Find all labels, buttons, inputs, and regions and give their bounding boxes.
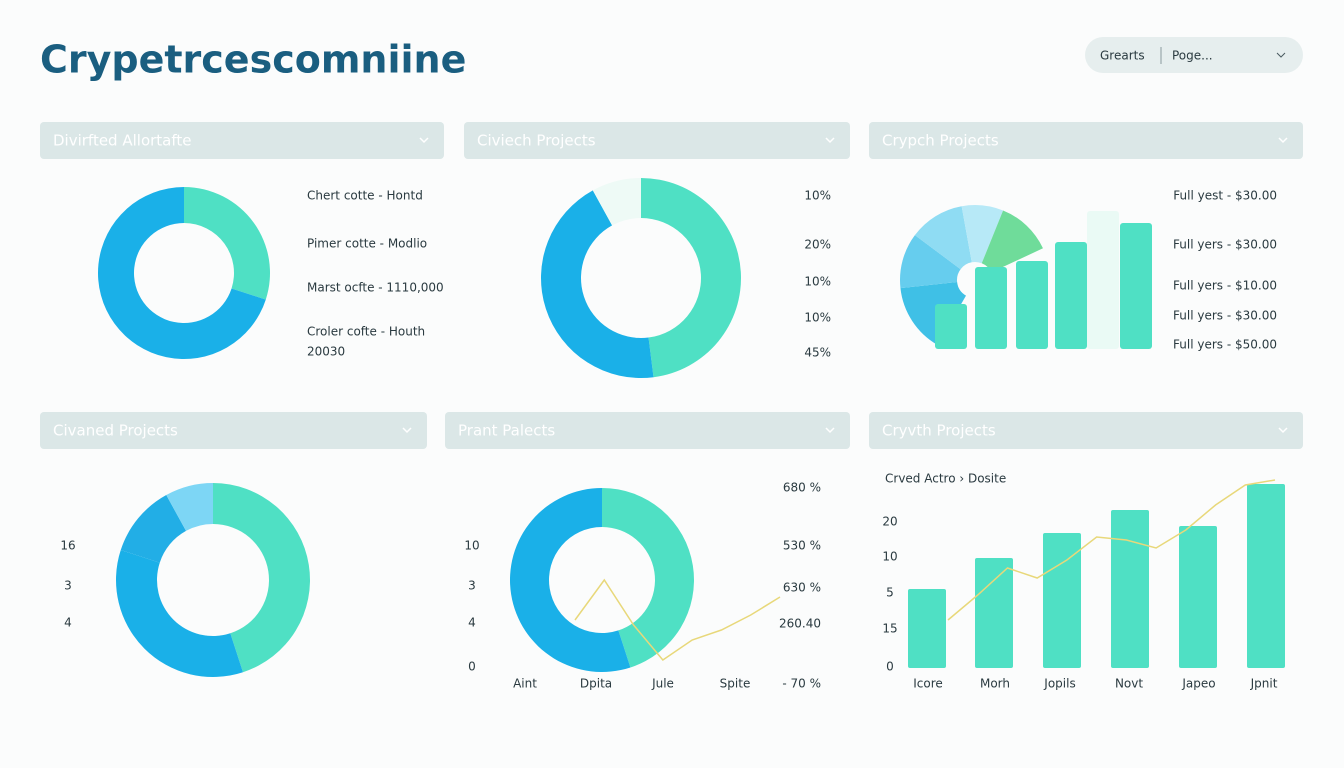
dropdown-chevron	[1276, 52, 1286, 58]
donut-segment	[900, 281, 966, 345]
panel-chevron[interactable]	[825, 427, 835, 434]
label: Dpita	[580, 677, 612, 691]
donut-segment	[541, 190, 654, 378]
label: 4	[64, 616, 72, 630]
panel-title: Civaned Projects	[53, 422, 178, 440]
bar	[1179, 526, 1217, 668]
label: Jpnit	[1250, 677, 1278, 691]
panel-header	[869, 412, 1303, 449]
donut-segment	[900, 235, 961, 289]
label: Pimer cotte - Modlio	[307, 237, 427, 251]
label: 10%	[804, 311, 831, 325]
label: 15	[882, 622, 897, 636]
panel-header	[40, 412, 427, 449]
panel-header	[40, 122, 444, 159]
label: Spite	[720, 677, 751, 691]
label: Icore	[913, 677, 943, 691]
label: Jopils	[1043, 677, 1075, 691]
label: Novt	[1115, 677, 1143, 691]
bar	[1016, 261, 1048, 349]
donut-segment	[602, 488, 694, 668]
label: Japeo	[1181, 677, 1215, 691]
bar	[1055, 242, 1087, 349]
label: 4	[468, 616, 476, 630]
dropdown-left[interactable]: Grearts	[1100, 49, 1145, 63]
panel-title: Cryvth Projects	[882, 422, 996, 440]
label: 20%	[804, 238, 831, 252]
panel-header	[869, 122, 1303, 159]
donut-segment	[120, 494, 187, 563]
donut-segment	[184, 187, 270, 300]
label: 630 %	[783, 581, 821, 595]
donut-segment	[981, 210, 1043, 273]
label: Full yers - $10.00	[1173, 279, 1277, 293]
page-title: Crypetrcescomniine	[40, 38, 466, 82]
label: Full yers - $50.00	[1173, 338, 1277, 352]
bar	[1087, 211, 1119, 349]
label: 10%	[804, 189, 831, 203]
donut-segment	[98, 187, 266, 359]
label: Marst ocfte - 1110,000	[307, 281, 444, 295]
label: Morh	[980, 677, 1010, 691]
bar	[975, 558, 1013, 668]
label: Full yers - $30.00	[1173, 309, 1277, 323]
panel-chevron[interactable]	[825, 137, 835, 144]
panel-subtitle: Crved Actro › Dosite	[885, 472, 1006, 486]
label: Full yest - $30.00	[1173, 189, 1277, 203]
bar	[975, 267, 1007, 349]
label: 20030	[307, 345, 345, 359]
label: 45%	[804, 346, 831, 360]
label: 5	[886, 586, 894, 600]
label: 10%	[804, 275, 831, 289]
label: - 70 %	[782, 677, 821, 691]
donut-segment	[641, 178, 741, 378]
panel-title: Divirfted Allortafte	[53, 132, 192, 150]
donut-segment	[115, 550, 243, 677]
panel-chevron[interactable]	[1278, 427, 1288, 434]
donut-segment	[166, 483, 213, 531]
donut-segment	[592, 178, 641, 226]
label: 260.40	[779, 617, 821, 631]
label: 530 %	[783, 539, 821, 553]
panel-title: Civiech Projects	[477, 132, 596, 150]
label: 680 %	[783, 481, 821, 495]
label: 0	[468, 660, 476, 674]
panel-chevron[interactable]	[419, 137, 429, 144]
panel-title: Prant Palects	[458, 422, 555, 440]
bar	[908, 589, 946, 668]
donut-segment	[213, 483, 311, 673]
label: 10	[464, 539, 479, 553]
label: 20	[882, 515, 897, 529]
bar	[1043, 533, 1081, 668]
label: 3	[468, 579, 476, 593]
donut-segment	[961, 205, 1004, 264]
label: 0	[886, 660, 894, 674]
panel-header	[464, 122, 850, 159]
label: 16	[60, 539, 75, 553]
label: Jule	[651, 677, 674, 691]
dropdown[interactable]	[1085, 37, 1303, 73]
bar	[1111, 510, 1149, 668]
donut-segment	[509, 488, 631, 672]
trend-line	[574, 578, 781, 662]
panel-chevron[interactable]	[1278, 137, 1288, 144]
label: Croler cofte - Houth	[307, 325, 425, 339]
label: Aint	[513, 677, 537, 691]
label: Full yers - $30.00	[1173, 238, 1277, 252]
bar	[1120, 223, 1152, 349]
panel-title: Crypch Projects	[882, 132, 999, 150]
panel-chevron[interactable]	[402, 427, 412, 434]
bar	[935, 304, 967, 349]
panel-header	[445, 412, 850, 449]
trend-line	[947, 479, 1276, 621]
label: 10	[882, 550, 897, 564]
dropdown-right[interactable]: Poge...	[1172, 49, 1213, 63]
label: Chert cotte - Hontd	[307, 189, 423, 203]
label: 3	[64, 579, 72, 593]
bar	[1247, 484, 1285, 668]
donut-segment	[914, 206, 972, 270]
